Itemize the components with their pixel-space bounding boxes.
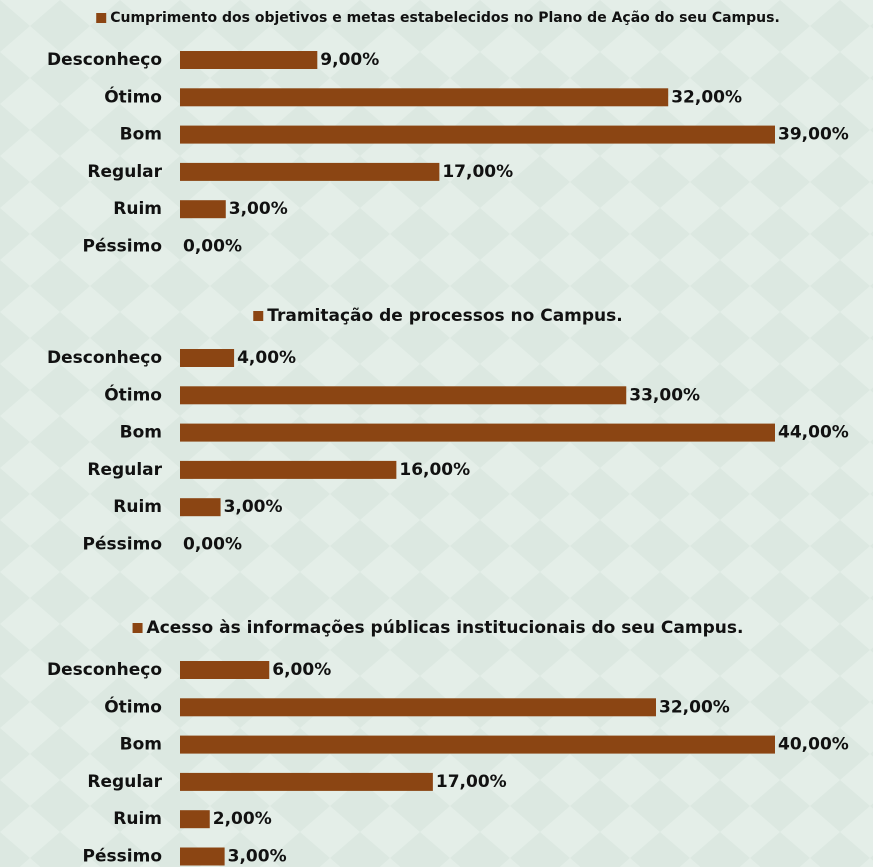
legend-swatch <box>96 13 107 23</box>
category-label: Regular <box>87 162 162 182</box>
bar <box>180 847 225 866</box>
category-label: Péssimo <box>83 237 162 257</box>
category-label: Bom <box>120 735 162 755</box>
legend-label: Tramitação de processos no Campus. <box>267 306 623 326</box>
legend-label: Cumprimento dos objetivos e metas estabe… <box>110 10 780 26</box>
bar <box>180 349 235 367</box>
value-label: 16,00% <box>399 460 470 480</box>
category-label: Regular <box>87 460 162 480</box>
category-label: Desconheço <box>47 348 162 368</box>
category-label: Desconheço <box>47 50 162 70</box>
value-label: 17,00% <box>436 772 507 792</box>
value-label: 39,00% <box>778 125 849 145</box>
value-label: 3,00% <box>224 497 283 517</box>
category-label: Péssimo <box>83 535 162 555</box>
value-label: 17,00% <box>442 162 513 182</box>
bar <box>180 661 270 679</box>
category-label: Ruim <box>113 809 162 829</box>
value-label: 40,00% <box>778 735 849 755</box>
bar <box>180 162 440 181</box>
value-label: 2,00% <box>213 809 272 829</box>
value-label: 32,00% <box>671 87 742 107</box>
category-label: Péssimo <box>83 847 162 867</box>
bar <box>180 88 669 107</box>
category-label: Ótimo <box>104 695 162 717</box>
category-label: Regular <box>87 772 162 792</box>
value-label: 33,00% <box>629 385 700 405</box>
value-label: 6,00% <box>272 660 331 680</box>
category-label: Bom <box>120 423 162 443</box>
value-label: 4,00% <box>237 348 296 368</box>
category-label: Ruim <box>113 497 162 517</box>
bar <box>180 51 318 69</box>
value-label: 44,00% <box>778 423 849 443</box>
category-label: Ruim <box>113 199 162 219</box>
bar <box>180 498 221 517</box>
bar <box>180 200 226 219</box>
value-label: 3,00% <box>228 847 287 867</box>
bar <box>180 735 775 754</box>
legend-swatch <box>132 623 143 633</box>
value-label: 0,00% <box>183 535 242 555</box>
value-label: 32,00% <box>659 697 730 717</box>
value-label: 9,00% <box>320 50 379 70</box>
bar <box>180 125 775 144</box>
bar <box>180 460 397 479</box>
category-label: Ótimo <box>104 383 162 405</box>
category-label: Bom <box>120 125 162 145</box>
value-label: 3,00% <box>229 199 288 219</box>
category-label: Desconheço <box>47 660 162 680</box>
legend-swatch <box>253 311 264 321</box>
category-label: Ótimo <box>104 85 162 107</box>
bar <box>180 423 775 442</box>
bar <box>180 810 210 829</box>
bar <box>180 772 433 791</box>
bar <box>180 386 627 405</box>
legend-label: Acesso às informações públicas instituci… <box>147 618 744 638</box>
value-label: 0,00% <box>183 237 242 257</box>
bar <box>180 698 656 717</box>
